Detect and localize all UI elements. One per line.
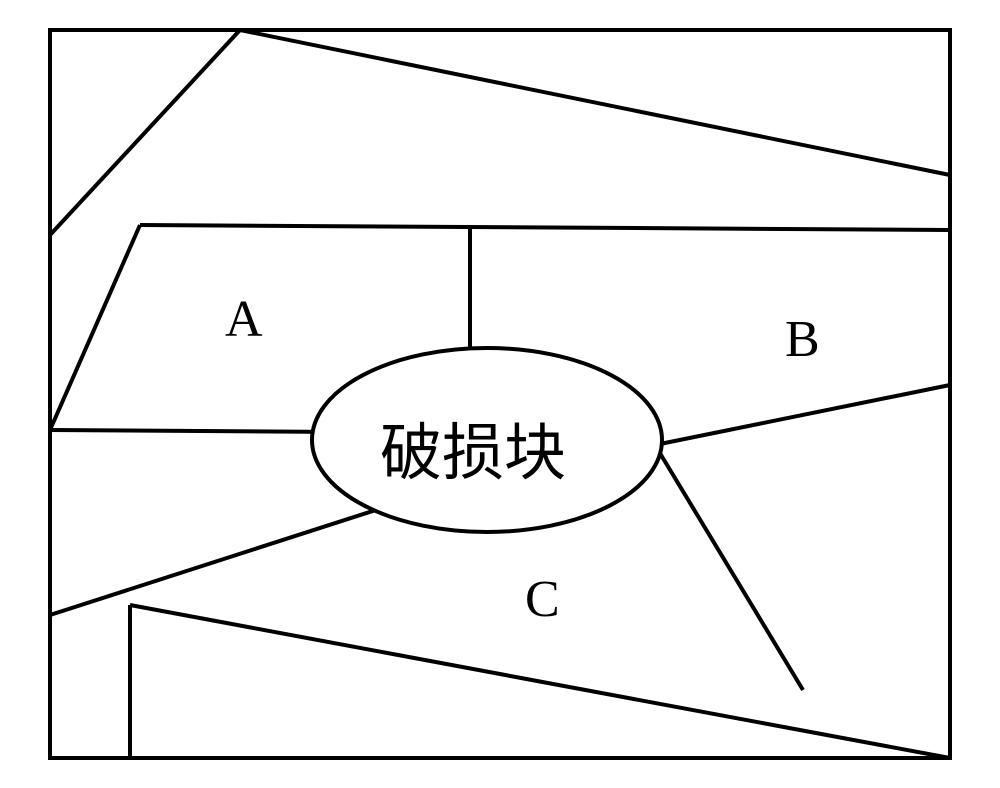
- label-center: 破损块: [380, 402, 566, 492]
- line-6: [655, 385, 950, 445]
- line-1: [240, 30, 950, 175]
- line-7: [655, 445, 803, 690]
- label-a: A: [225, 290, 263, 349]
- line-4: [50, 430, 340, 432]
- line-2: [140, 225, 950, 230]
- diagram-canvas: [0, 0, 1000, 788]
- label-b: B: [785, 310, 820, 369]
- label-c: C: [525, 570, 560, 629]
- line-3: [50, 225, 140, 430]
- line-0: [50, 30, 240, 235]
- line-8: [50, 508, 382, 615]
